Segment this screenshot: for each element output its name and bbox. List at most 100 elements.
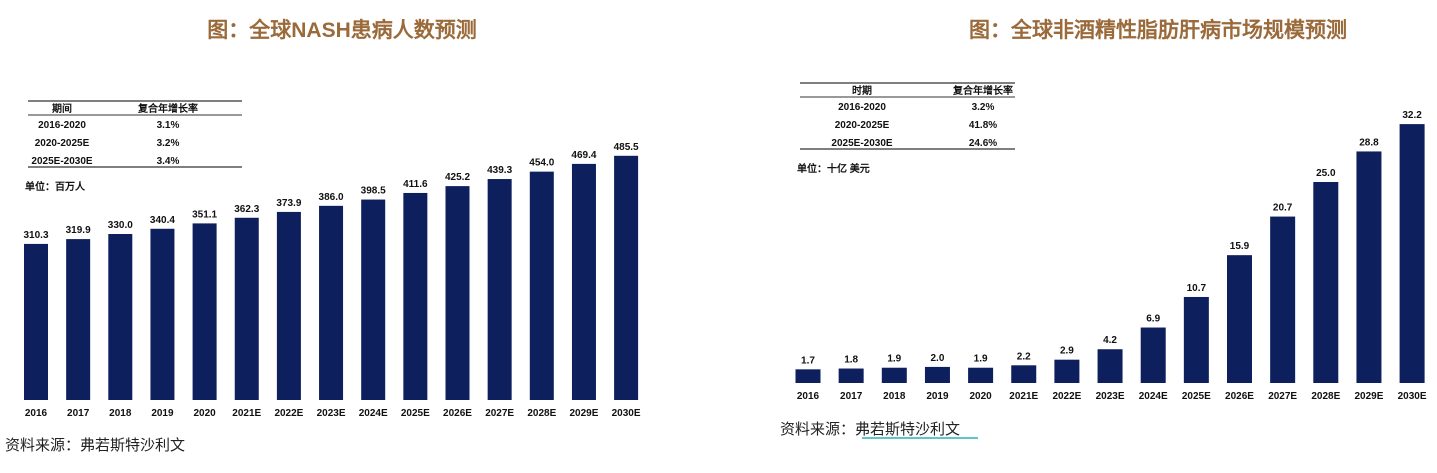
- data-label: 439.3: [487, 165, 512, 176]
- bar-2027E: [487, 179, 512, 400]
- bar-2020: [968, 367, 994, 383]
- right-chart: 时期 复合年增长率 2016-2020 3.2% 2020-2025E 41.8% 2025…: [795, 82, 1427, 402]
- table-cell: 2016-2020: [38, 120, 86, 131]
- bar-2022E: [276, 211, 301, 400]
- x-tick-label: 2026E: [443, 408, 472, 419]
- x-tick-label: 2024E: [359, 408, 388, 419]
- x-tick-label: 2022E: [274, 408, 303, 419]
- x-tick-label: 2022E: [1052, 391, 1081, 402]
- data-label: 362.3: [234, 204, 259, 215]
- x-tick-label: 2027E: [485, 408, 514, 419]
- left-chart-title: 图：全球NASH患病人数预测: [207, 18, 477, 42]
- x-tick-label: 2017: [840, 391, 863, 402]
- data-label: 1.7: [801, 355, 815, 366]
- table-cell: 2025E-2030E: [31, 156, 92, 167]
- data-label: 2.2: [1017, 351, 1031, 362]
- x-tick-label: 2019: [926, 391, 949, 402]
- data-label: 485.5: [614, 142, 639, 153]
- x-tick-label: 2023E: [1096, 391, 1125, 402]
- table-cell: 2020-2025E: [35, 138, 90, 149]
- table-cell: 3.2%: [972, 102, 995, 113]
- bar-2025E: [1183, 296, 1209, 383]
- x-tick-label: 2019: [151, 408, 174, 419]
- data-label: 454.0: [529, 158, 554, 169]
- data-label: 351.1: [192, 209, 217, 220]
- data-label: 32.2: [1402, 110, 1422, 121]
- data-label: 373.9: [276, 198, 301, 209]
- x-tick-label: 2025E: [1182, 391, 1211, 402]
- bar-2021E: [1011, 365, 1037, 383]
- data-label: 4.2: [1103, 335, 1117, 346]
- bar-2029E: [1356, 151, 1382, 383]
- data-label: 2.0: [930, 353, 944, 364]
- bar-2017: [66, 239, 91, 400]
- x-tick-label: 2021E: [232, 408, 261, 419]
- bar-2029E: [571, 163, 596, 400]
- left-chart: 期间 复合年增长率 2016-2020 3.1% 2020-2025E 3.2% 2025E…: [23, 100, 641, 419]
- bar-2017: [838, 368, 864, 383]
- right-source-name: 弗若斯特沙利文: [855, 420, 960, 438]
- table-header-1: 复合年增长率: [952, 84, 1013, 97]
- bar-2030E: [614, 155, 639, 400]
- x-tick-label: 2023E: [317, 408, 346, 419]
- x-tick-label: 2024E: [1139, 391, 1168, 402]
- bar-2022E: [1054, 359, 1080, 383]
- table-cell: 2020-2025E: [835, 120, 890, 131]
- x-tick-label: 2030E: [612, 408, 641, 419]
- x-tick-label: 2029E: [569, 408, 598, 419]
- table-cell: 41.8%: [969, 120, 997, 131]
- data-label: 28.8: [1359, 137, 1379, 148]
- x-tick-label: 2027E: [1268, 391, 1297, 402]
- unit-label: 单位：百万人: [25, 180, 86, 193]
- bar-2026E: [1227, 255, 1252, 383]
- bar-2024E: [1140, 327, 1166, 383]
- bar-2018: [881, 367, 907, 383]
- unit-label: 单位：十亿 美元: [797, 162, 870, 175]
- x-tick-label: 2020: [969, 391, 992, 402]
- bar-2023E: [1097, 349, 1123, 383]
- data-label: 340.4: [150, 215, 175, 226]
- left-source: 资料来源：弗若斯特沙利文: [5, 436, 185, 454]
- x-tick-label: 2028E: [1311, 391, 1340, 402]
- bar-2016: [24, 243, 48, 400]
- table-header-0: 期间: [52, 102, 72, 115]
- data-label: 411.6: [403, 179, 428, 190]
- x-tick-label: 2030E: [1398, 391, 1427, 402]
- bar-2027E: [1270, 216, 1296, 383]
- x-tick-label: 2026E: [1225, 391, 1254, 402]
- data-label: 319.9: [66, 225, 91, 236]
- data-label: 1.9: [887, 354, 901, 365]
- x-tick-label: 2021E: [1009, 391, 1038, 402]
- data-label: 1.9: [974, 354, 988, 365]
- bar-2028E: [1313, 182, 1339, 383]
- data-label: 469.4: [571, 150, 596, 161]
- data-label: 25.0: [1316, 168, 1336, 179]
- data-label: 15.9: [1230, 241, 1250, 252]
- x-tick-label: 2029E: [1354, 391, 1383, 402]
- bar-2028E: [529, 171, 554, 400]
- x-tick-label: 2017: [67, 408, 90, 419]
- data-label: 425.2: [445, 172, 470, 183]
- table-cell: 24.6%: [969, 138, 997, 149]
- bar-2024E: [361, 199, 386, 400]
- x-tick-label: 2018: [109, 408, 132, 419]
- bar-2018: [108, 234, 133, 400]
- right-chart-title: 图：全球非酒精性脂肪肝病市场规模预测: [969, 18, 1347, 42]
- table-cell: 2016-2020: [838, 102, 886, 113]
- table-header-0: 时期: [852, 84, 872, 97]
- data-label: 1.8: [844, 355, 858, 366]
- data-label: 6.9: [1146, 314, 1160, 325]
- bar-2019: [150, 228, 175, 400]
- bar-2016: [795, 369, 821, 383]
- right-source: 资料来源：弗若斯特沙利文: [780, 420, 960, 438]
- table-header-1: 复合年增长率: [137, 102, 198, 115]
- bar-2023E: [319, 205, 344, 400]
- bar-2030E: [1399, 124, 1425, 383]
- data-label: 310.3: [23, 230, 48, 241]
- x-tick-label: 2020: [193, 408, 216, 419]
- data-label: 386.0: [319, 192, 344, 203]
- bar-2021E: [234, 217, 259, 400]
- data-label: 10.7: [1187, 283, 1207, 294]
- bar-2019: [924, 366, 950, 383]
